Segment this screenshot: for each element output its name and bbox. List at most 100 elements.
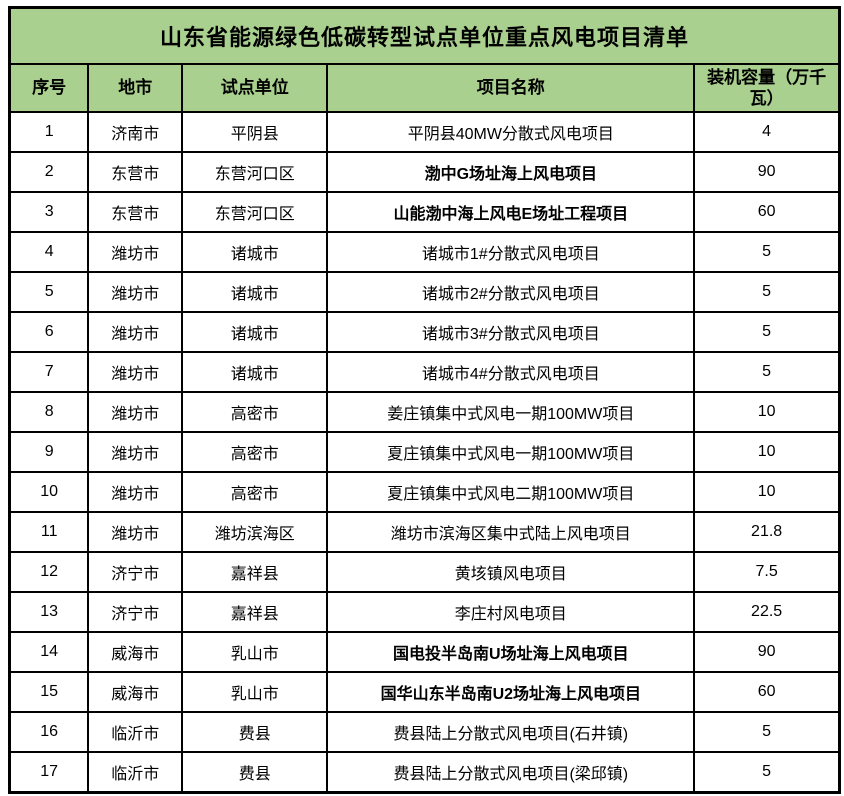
row-no: 4	[8, 231, 90, 273]
row-project: 渤中G场址海上风电项目	[326, 151, 696, 193]
row-project: 山能渤中海上风电E场址工程项目	[326, 191, 696, 233]
row-city: 威海市	[87, 631, 184, 673]
title-row: 山东省能源绿色低碳转型试点单位重点风电项目清单	[8, 6, 841, 65]
row-unit: 平阴县	[181, 111, 329, 153]
row-city: 潍坊市	[87, 351, 184, 393]
row-no: 15	[8, 671, 90, 713]
table-row: 13 济宁市 嘉祥县 李庄村风电项目 22.5	[8, 591, 841, 633]
table-row: 14 威海市 乳山市 国电投半岛南U场址海上风电项目 90	[8, 631, 841, 673]
row-unit: 费县	[181, 751, 329, 793]
row-unit: 东营河口区	[181, 191, 329, 233]
table-row: 2 东营市 东营河口区 渤中G场址海上风电项目 90	[8, 151, 841, 193]
column-header-city: 地市	[87, 62, 184, 113]
row-project: 费县陆上分散式风电项目(梁邱镇)	[326, 751, 696, 793]
row-city: 潍坊市	[87, 231, 184, 273]
row-city: 潍坊市	[87, 311, 184, 353]
table-row: 17 临沂市 费县 费县陆上分散式风电项目(梁邱镇) 5	[8, 751, 841, 793]
row-project: 夏庄镇集中式风电二期100MW项目	[326, 471, 696, 513]
table-row: 12 济宁市 嘉祥县 黄垓镇风电项目 7.5	[8, 551, 841, 593]
row-capacity: 5	[693, 311, 841, 353]
row-no: 3	[8, 191, 90, 233]
row-project: 平阴县40MW分散式风电项目	[326, 111, 696, 153]
wind-project-table: 山东省能源绿色低碳转型试点单位重点风电项目清单 序号 地市 试点单位 项目名称 …	[8, 6, 841, 794]
table-row: 8 潍坊市 高密市 姜庄镇集中式风电一期100MW项目 10	[8, 391, 841, 433]
row-capacity: 5	[693, 271, 841, 313]
row-city: 临沂市	[87, 711, 184, 753]
row-capacity: 60	[693, 191, 841, 233]
row-no: 14	[8, 631, 90, 673]
row-project: 诸城市3#分散式风电项目	[326, 311, 696, 353]
header-row: 序号 地市 试点单位 项目名称 装机容量（万千瓦）	[8, 62, 841, 113]
row-city: 潍坊市	[87, 471, 184, 513]
row-no: 5	[8, 271, 90, 313]
row-capacity: 60	[693, 671, 841, 713]
column-header-unit: 试点单位	[181, 62, 329, 113]
table-title: 山东省能源绿色低碳转型试点单位重点风电项目清单	[8, 6, 841, 65]
table-row: 7 潍坊市 诸城市 诸城市4#分散式风电项目 5	[8, 351, 841, 393]
row-no: 10	[8, 471, 90, 513]
table-row: 11 潍坊市 潍坊滨海区 潍坊市滨海区集中式陆上风电项目 21.8	[8, 511, 841, 553]
row-no: 13	[8, 591, 90, 633]
table-row: 9 潍坊市 高密市 夏庄镇集中式风电一期100MW项目 10	[8, 431, 841, 473]
row-unit: 诸城市	[181, 231, 329, 273]
row-capacity: 10	[693, 471, 841, 513]
row-unit: 高密市	[181, 471, 329, 513]
row-unit: 高密市	[181, 391, 329, 433]
row-capacity: 4	[693, 111, 841, 153]
row-unit: 潍坊滨海区	[181, 511, 329, 553]
row-project: 费县陆上分散式风电项目(石井镇)	[326, 711, 696, 753]
table-row: 1 济南市 平阴县 平阴县40MW分散式风电项目 4	[8, 111, 841, 153]
row-capacity: 21.8	[693, 511, 841, 553]
wind-project-table-wrapper: 山东省能源绿色低碳转型试点单位重点风电项目清单 序号 地市 试点单位 项目名称 …	[8, 6, 841, 794]
row-project: 夏庄镇集中式风电一期100MW项目	[326, 431, 696, 473]
row-capacity: 90	[693, 631, 841, 673]
row-project: 国电投半岛南U场址海上风电项目	[326, 631, 696, 673]
row-city: 东营市	[87, 191, 184, 233]
row-project: 国华山东半岛南U2场址海上风电项目	[326, 671, 696, 713]
table-row: 6 潍坊市 诸城市 诸城市3#分散式风电项目 5	[8, 311, 841, 353]
row-project: 李庄村风电项目	[326, 591, 696, 633]
row-city: 济宁市	[87, 591, 184, 633]
row-capacity: 5	[693, 231, 841, 273]
row-capacity: 5	[693, 351, 841, 393]
row-city: 威海市	[87, 671, 184, 713]
row-capacity: 5	[693, 711, 841, 753]
column-header-no: 序号	[8, 62, 90, 113]
row-city: 潍坊市	[87, 511, 184, 553]
row-capacity: 10	[693, 431, 841, 473]
row-no: 7	[8, 351, 90, 393]
row-unit: 东营河口区	[181, 151, 329, 193]
row-capacity: 5	[693, 751, 841, 793]
row-project: 诸城市4#分散式风电项目	[326, 351, 696, 393]
row-unit: 诸城市	[181, 311, 329, 353]
row-no: 8	[8, 391, 90, 433]
row-no: 12	[8, 551, 90, 593]
table-row: 15 威海市 乳山市 国华山东半岛南U2场址海上风电项目 60	[8, 671, 841, 713]
row-unit: 高密市	[181, 431, 329, 473]
row-unit: 诸城市	[181, 351, 329, 393]
table-row: 10 潍坊市 高密市 夏庄镇集中式风电二期100MW项目 10	[8, 471, 841, 513]
row-capacity: 7.5	[693, 551, 841, 593]
row-unit: 乳山市	[181, 631, 329, 673]
row-no: 16	[8, 711, 90, 753]
row-no: 17	[8, 751, 90, 793]
row-capacity: 22.5	[693, 591, 841, 633]
row-project: 潍坊市滨海区集中式陆上风电项目	[326, 511, 696, 553]
row-no: 2	[8, 151, 90, 193]
table-row: 3 东营市 东营河口区 山能渤中海上风电E场址工程项目 60	[8, 191, 841, 233]
column-header-project: 项目名称	[326, 62, 696, 113]
row-capacity: 90	[693, 151, 841, 193]
row-no: 9	[8, 431, 90, 473]
row-unit: 诸城市	[181, 271, 329, 313]
row-city: 潍坊市	[87, 431, 184, 473]
table-row: 4 潍坊市 诸城市 诸城市1#分散式风电项目 5	[8, 231, 841, 273]
row-unit: 费县	[181, 711, 329, 753]
row-project: 诸城市1#分散式风电项目	[326, 231, 696, 273]
row-no: 1	[8, 111, 90, 153]
row-project: 诸城市2#分散式风电项目	[326, 271, 696, 313]
row-capacity: 10	[693, 391, 841, 433]
row-city: 东营市	[87, 151, 184, 193]
row-city: 潍坊市	[87, 271, 184, 313]
row-no: 11	[8, 511, 90, 553]
table-row: 5 潍坊市 诸城市 诸城市2#分散式风电项目 5	[8, 271, 841, 313]
